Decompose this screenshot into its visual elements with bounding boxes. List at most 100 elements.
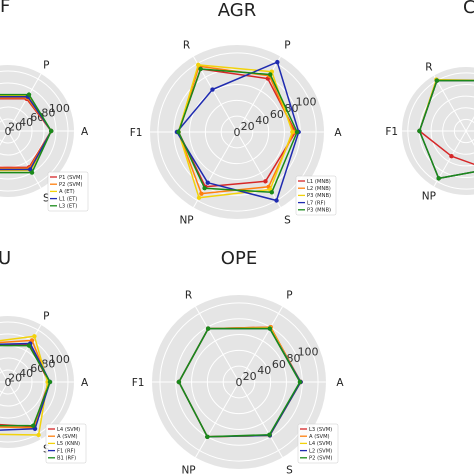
series-point-3-2-5 [36,432,41,438]
radar-panel-0: APRF1NPS020406080100P1 (SVM)P2 (SVM)A (E… [0,60,89,212]
axis-label-a: A [336,377,344,389]
radial-tick-label: 100 [298,346,319,359]
series-point-4-4-2 [205,326,211,331]
legend-3: L4 (SVM)A (SVM)L5 (KNN)F1 (RF) B1 (RF) [45,423,87,464]
legend-box [295,175,337,216]
axis-label-a: A [334,127,342,139]
radial-tick-label: 40 [19,367,33,380]
radar-spoke [195,381,240,458]
radar-spoke [238,381,283,458]
series-point-3-4-5 [31,423,36,428]
radial-tick-label: 0 [5,376,12,389]
axis-label-f1: F1 [132,377,145,389]
series-point-1-3-5 [274,198,279,203]
legend-entry: L5 (KNN) [57,441,80,447]
series-point-1-1-4 [199,191,204,196]
legend-entry: L7 (RF) [307,200,325,206]
radar-spoke [236,131,281,208]
axis-label-r: R [185,290,192,302]
radar-spoke [0,381,9,397]
radial-tick-label: 20 [241,120,255,133]
legend-entry: A (SVM) [309,434,330,440]
legend-entry: F1 (RF) [57,448,76,454]
series-point-0-4-1 [26,92,32,97]
legend-entry: P2 (SVM) [309,456,332,462]
radar-spoke [7,73,42,132]
series-point-1-2-0 [290,129,295,135]
radar-spoke [7,130,42,189]
radar-spoke [236,56,281,133]
series-point-1-4-4 [202,185,207,191]
axis-label-s: S [43,192,50,204]
radial-tick-label: 80 [41,107,55,120]
series-point-3-2-1 [32,334,37,339]
axis-label-f1: F1 [130,127,143,139]
axis-label-a: A [81,126,89,138]
legend-entry: L2 (SVM) [309,448,332,454]
radial-tick-label: 60 [272,358,286,371]
series-point-2-3-3 [417,128,422,134]
radial-tick-label: 60 [270,108,284,121]
series-point-4-4-1 [267,326,273,331]
series-point-1-3-1 [275,59,280,65]
radial-tick-label: 100 [49,102,70,115]
legend-entry: A (ET) [59,189,75,195]
partial-title-top-right: C [463,0,474,18]
series-point-1-3-4 [205,180,210,185]
legend-entry: L1 (ET) [59,196,77,202]
radar-spoke [238,306,283,383]
legend-entry: L4 (SVM) [309,441,332,447]
legend-box [47,171,89,212]
series-point-1-4-0 [294,129,300,135]
axis-label-p: P [43,60,49,72]
legend-entry: L3 (SVM) [309,427,332,433]
panel-title: OPE [221,248,257,269]
series-point-1-0-5 [263,179,268,184]
partial-title-bottom-left: U [0,248,11,269]
legend-entry: P2 (SVM) [59,182,82,188]
legend-box [45,423,87,464]
series-point-1-2-4 [196,195,202,200]
series-point-2-3-4 [436,176,441,181]
legend-entry: A (SVM) [57,434,78,440]
axis-label-s: S [286,464,293,474]
radar-spoke [0,130,9,146]
legend-entry: P1 (SVM) [59,175,82,181]
radial-tick-label: 20 [8,371,22,384]
legend-entry: L2 (MNB) [307,186,331,192]
axis-label-p: P [286,290,292,302]
axis-label-r: R [425,62,432,74]
legend-4: L3 (SVM)A (SVM)L4 (SVM)L2 (SVM) P2 (SVM) [297,423,339,464]
axis-label-p: P [284,40,290,52]
series-point-1-4-1 [268,72,273,77]
radial-tick-label: 20 [8,120,22,133]
series-point-1-4-5 [269,190,274,195]
legend-1: L1 (MNB)L2 (MNB)P3 (MNB)L7 (RF)P3 (MNB) [295,175,337,216]
legend-entry: L3 (ET) [59,204,77,210]
series-point-4-4-4 [205,434,210,439]
series-point-1-3-2 [210,87,215,92]
radar-spoke [7,324,42,383]
radar-spoke [0,367,9,383]
series-point-1-4-2 [198,66,203,72]
series-point-4-4-5 [267,432,272,437]
radial-tick-label: 40 [19,116,33,129]
radar-panel-3: APRF1NPS020406080100L4 (SVM)A (SVM)L5 (K… [0,311,89,464]
series-point-0-4-0 [49,128,54,134]
legend-entry: L4 (SVM) [57,427,80,433]
series-point-2-3-2 [434,78,440,83]
legend-entry: L1 (MNB) [307,179,331,185]
radial-tick-label: 100 [49,353,70,366]
radar-spoke [195,306,240,383]
axis-label-s: S [284,214,291,226]
radial-tick-label: 40 [257,364,271,377]
radial-tick-label: 100 [296,96,317,109]
radial-tick-label: 0 [5,125,12,138]
radial-tick-label: 20 [243,370,257,383]
legend-entry: B1 (RF) [57,456,76,462]
legend-box [297,423,339,464]
